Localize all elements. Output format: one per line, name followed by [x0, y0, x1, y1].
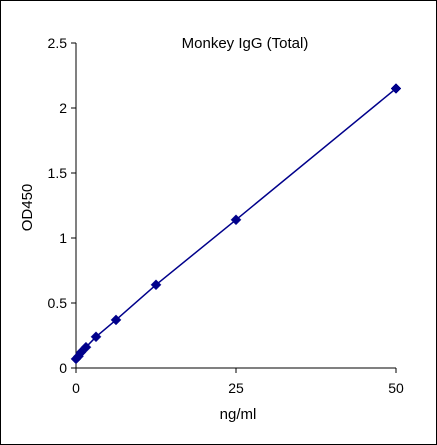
x-tick-label: 25: [228, 380, 244, 396]
y-tick-label: 2.5: [48, 35, 68, 51]
data-point: [150, 279, 162, 291]
chart-title: Monkey IgG (Total): [182, 35, 309, 52]
x-tick-label: 50: [388, 380, 404, 396]
data-point: [80, 341, 92, 353]
data-point: [110, 314, 122, 326]
data-point: [230, 214, 242, 226]
y-tick-label: 1: [59, 230, 67, 246]
axes: [75, 43, 396, 369]
x-tick-label: 0: [72, 380, 80, 396]
y-tick-label: 2: [59, 100, 67, 116]
data-point: [90, 331, 102, 343]
y-tick-label: 1.5: [48, 165, 68, 181]
y-ticks: 0 0.5 1 1.5 2 2.5: [48, 35, 76, 376]
x-axis-title: ng/ml: [220, 406, 257, 423]
y-tick-label: 0: [59, 360, 67, 376]
series: [70, 83, 402, 365]
x-ticks: 0 25 50: [72, 368, 404, 396]
y-axis-title: OD450: [19, 184, 36, 232]
y-tick-label: 0.5: [48, 295, 68, 311]
data-point: [390, 83, 402, 94]
